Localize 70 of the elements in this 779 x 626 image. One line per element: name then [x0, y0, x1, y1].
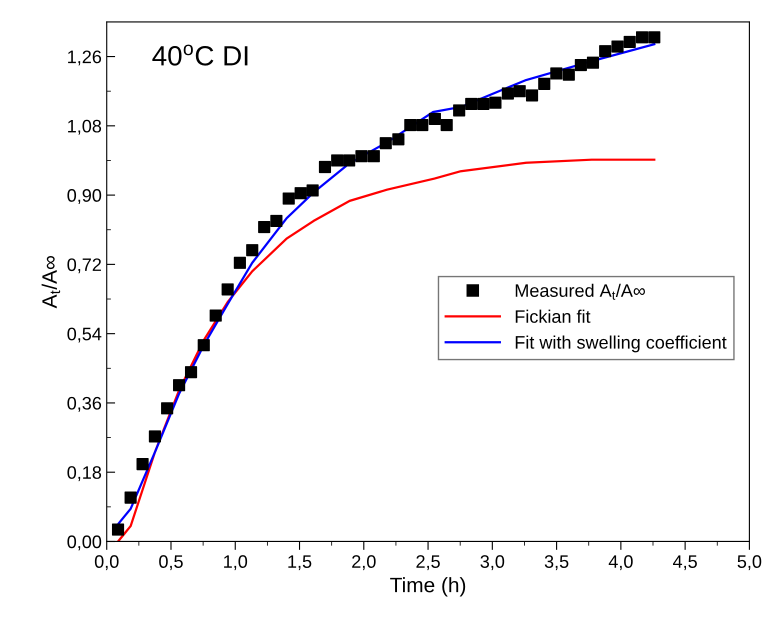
- point: [380, 137, 392, 150]
- point: [112, 523, 124, 536]
- y-tick-label: 0,90: [67, 189, 102, 204]
- legend-label: Measured A$_{t}$/A∞: [516, 284, 645, 300]
- y-tick-label: 0,72: [67, 258, 101, 274]
- x-tick-label: 4,0: [608, 555, 633, 570]
- point: [489, 96, 502, 109]
- point: [222, 283, 234, 296]
- point: [428, 112, 441, 125]
- legend-label: Fit with swelling coefficient: [516, 336, 727, 352]
- point: [210, 309, 222, 322]
- annotation: 40$^{o}$C DI: [152, 44, 248, 66]
- point: [636, 31, 648, 44]
- point: [392, 133, 404, 146]
- point: [136, 458, 149, 470]
- point: [124, 492, 137, 504]
- y-tick-label: 0,54: [67, 328, 102, 343]
- point: [477, 98, 490, 110]
- x-tick-label: 5,0: [738, 555, 762, 570]
- point: [184, 366, 198, 378]
- point: [514, 85, 526, 98]
- point: [465, 98, 478, 110]
- point: [648, 31, 660, 44]
- point: [270, 214, 282, 227]
- point: [246, 244, 258, 256]
- x-tick-label: 0,0: [94, 555, 119, 570]
- x-tick-label: 1,5: [288, 555, 312, 570]
- point: [453, 104, 466, 117]
- point: [586, 56, 600, 69]
- point: [161, 402, 174, 414]
- x-tick-label: 3,0: [480, 555, 504, 570]
- point: [624, 36, 636, 48]
- point: [416, 118, 428, 132]
- x-tick-label: 3,5: [544, 555, 568, 570]
- x-tick-label: 1,0: [224, 555, 248, 570]
- point: [148, 430, 161, 442]
- point: [404, 118, 416, 132]
- point: [318, 160, 332, 174]
- point: [368, 150, 380, 162]
- point: [562, 68, 575, 81]
- x-axis-title: Time (h): [390, 577, 466, 596]
- point: [258, 220, 270, 234]
- y-tick-label: 1,08: [68, 120, 102, 135]
- point: [502, 87, 514, 100]
- point: [343, 154, 356, 167]
- legend-label: Fickian fit: [516, 310, 590, 323]
- x-tick-label: 0,5: [159, 555, 183, 570]
- point: [538, 78, 550, 90]
- point: [294, 187, 307, 200]
- point: [574, 58, 587, 72]
- point: [306, 184, 319, 197]
- point: [234, 256, 246, 269]
- y-tick-label: 0,00: [67, 535, 102, 550]
- point: [599, 45, 612, 58]
- point: [282, 192, 295, 205]
- point: [198, 339, 210, 352]
- x-tick-label: 2,0: [352, 555, 376, 570]
- point: [550, 67, 562, 80]
- point: [173, 379, 186, 392]
- point: [526, 89, 538, 102]
- y-tick-label: 0,36: [67, 396, 102, 412]
- y-tick-label: 0,18: [67, 466, 102, 482]
- y-axis-title: A$_{t}$/A∞: [42, 256, 60, 308]
- point: [611, 40, 624, 53]
- point: [355, 150, 368, 162]
- y-tick-label: 1,26: [68, 50, 102, 66]
- x-tick-label: 4,5: [672, 555, 697, 570]
- x-tick-label: 2,5: [416, 555, 440, 570]
- point: [440, 118, 453, 132]
- point: [331, 154, 344, 167]
